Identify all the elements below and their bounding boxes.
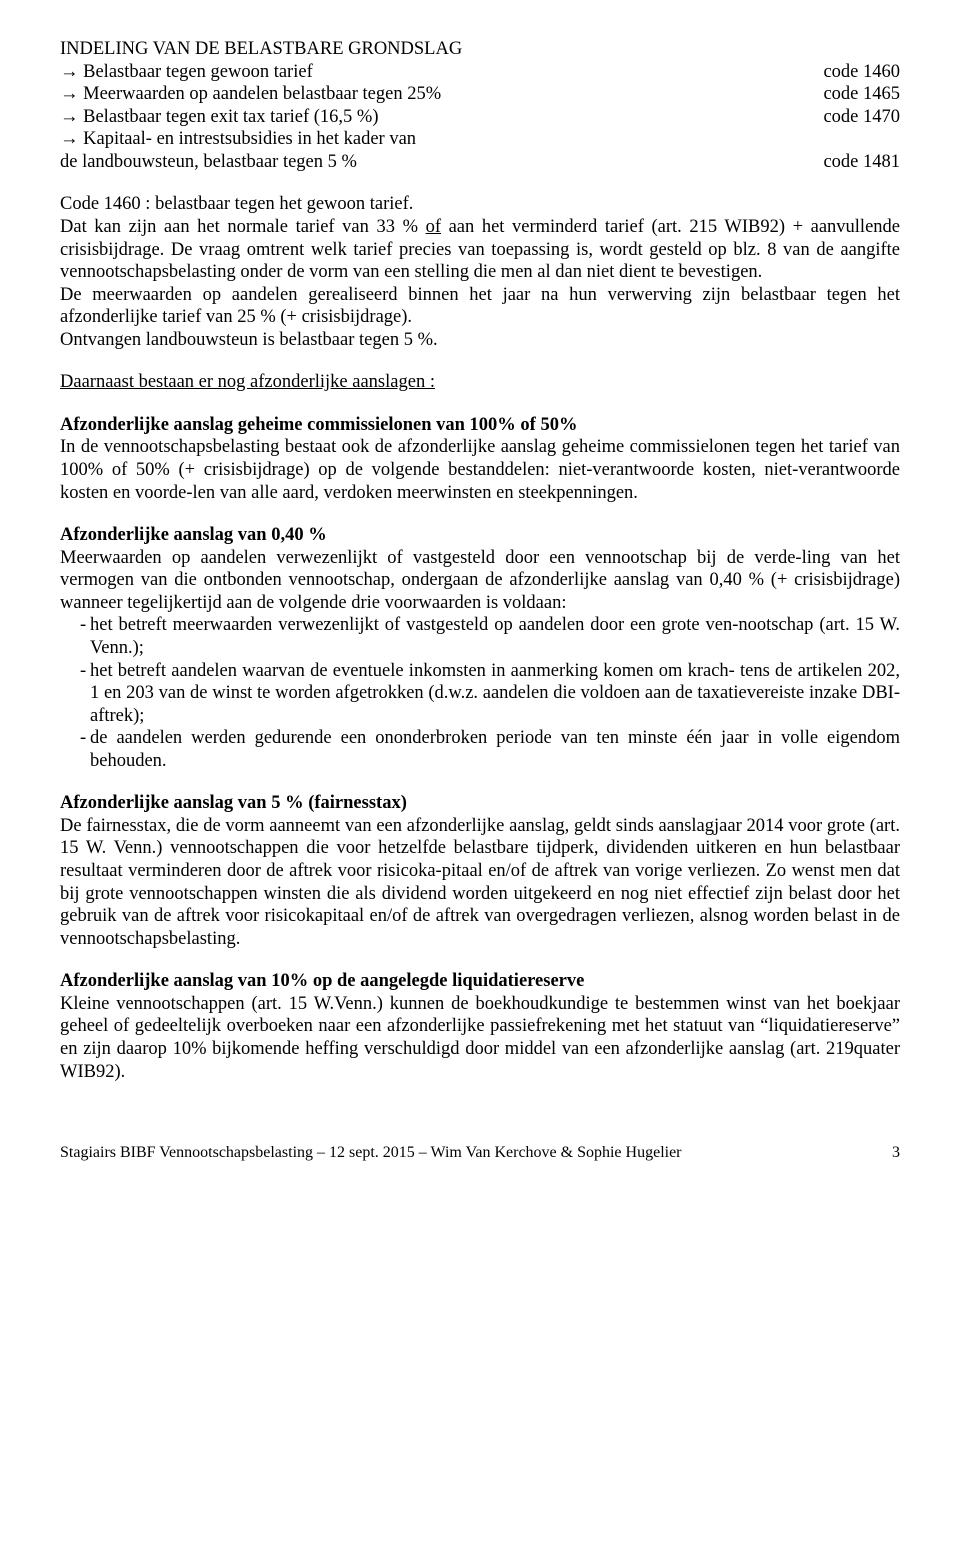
extra-heading: Daarnaast bestaan er nog afzonderlijke a… <box>60 372 435 392</box>
dash-marker: - <box>60 614 90 637</box>
section-title: Afzonderlijke aanslag van 10% op de aang… <box>60 970 900 993</box>
section-commissielonen: Afzonderlijke aanslag geheime commissiel… <box>60 414 900 504</box>
conditions-list: - het betreft meerwaarden verwezenlijkt … <box>60 614 900 772</box>
row-label: → Meerwaarden op aandelen belastbaar teg… <box>60 83 783 106</box>
grondslag-row-multiline: → Kapitaal- en intrestsubsidies in het k… <box>60 128 900 173</box>
page-footer: Stagiairs BIBF Vennootschapsbelasting – … <box>60 1143 900 1163</box>
row-label: → Belastbaar tegen gewoon tarief <box>60 61 783 84</box>
code1460-p1: Dat kan zijn aan het normale tarief van … <box>60 216 900 284</box>
code1460-p2: De meerwaarden op aandelen gerealiseerd … <box>60 284 900 329</box>
page-number: 3 <box>892 1143 900 1163</box>
section-body: De fairnesstax, die de vorm aanneemt van… <box>60 815 900 950</box>
grondslag-row: → Belastbaar tegen exit tax tarief (16,5… <box>60 106 900 129</box>
row-label: → Belastbaar tegen exit tax tarief (16,5… <box>60 106 783 129</box>
dash-marker: - <box>60 660 90 683</box>
grondslag-row: → Meerwaarden op aandelen belastbaar teg… <box>60 83 900 106</box>
row-code: code 1470 <box>783 106 900 129</box>
section-title: Afzonderlijke aanslag geheime commissiel… <box>60 414 900 437</box>
code1460-lead: Code 1460 : belastbaar tegen het gewoon … <box>60 193 900 216</box>
row-code: code 1460 <box>783 61 900 84</box>
section-intro: Meerwaarden op aandelen verwezenlijkt of… <box>60 547 900 615</box>
dash-marker: - <box>60 727 90 750</box>
extra-heading-block: Daarnaast bestaan er nog afzonderlijke a… <box>60 371 900 394</box>
list-item: - het betreft aandelen waarvan de eventu… <box>60 660 900 728</box>
section-liquidatiereserve: Afzonderlijke aanslag van 10% op de aang… <box>60 970 900 1083</box>
list-item: - het betreft meerwaarden verwezenlijkt … <box>60 614 900 659</box>
section-body: In de vennootschapsbelasting bestaat ook… <box>60 436 900 504</box>
row-code: code 1481 <box>783 151 900 174</box>
section-body: Kleine vennootschappen (art. 15 W.Venn.)… <box>60 993 900 1083</box>
section-title: Afzonderlijke aanslag van 0,40 % <box>60 524 900 547</box>
document-page: INDELING VAN DE BELASTBARE GRONDSLAG → B… <box>0 0 960 1193</box>
row-label-line1: → Kapitaal- en intrestsubsidies in het k… <box>60 128 900 151</box>
text-frag: Dat kan zijn aan het normale tarief van … <box>60 217 426 237</box>
section-fairnesstax: Afzonderlijke aanslag van 5 % (fairnesst… <box>60 792 900 950</box>
code1460-block: Code 1460 : belastbaar tegen het gewoon … <box>60 193 900 351</box>
code1460-p3: Ontvangen landbouwsteun is belastbaar te… <box>60 329 900 352</box>
underlined-of: of <box>426 217 441 237</box>
list-item-text: de aandelen werden gedurende een ononder… <box>90 727 900 772</box>
row-label-line2: de landbouwsteun, belastbaar tegen 5 % <box>60 151 783 174</box>
grondslag-row: → Belastbaar tegen gewoon tarief code 14… <box>60 61 900 84</box>
row-code: code 1465 <box>783 83 900 106</box>
list-item-text: het betreft aandelen waarvan de eventuel… <box>90 660 900 728</box>
footer-text: Stagiairs BIBF Vennootschapsbelasting – … <box>60 1143 682 1163</box>
page-heading: INDELING VAN DE BELASTBARE GRONDSLAG <box>60 38 900 61</box>
section-040: Afzonderlijke aanslag van 0,40 % Meerwaa… <box>60 524 900 772</box>
list-item-text: het betreft meerwaarden verwezenlijkt of… <box>90 614 900 659</box>
list-item: - de aandelen werden gedurende een onond… <box>60 727 900 772</box>
section-title: Afzonderlijke aanslag van 5 % (fairnesst… <box>60 792 900 815</box>
